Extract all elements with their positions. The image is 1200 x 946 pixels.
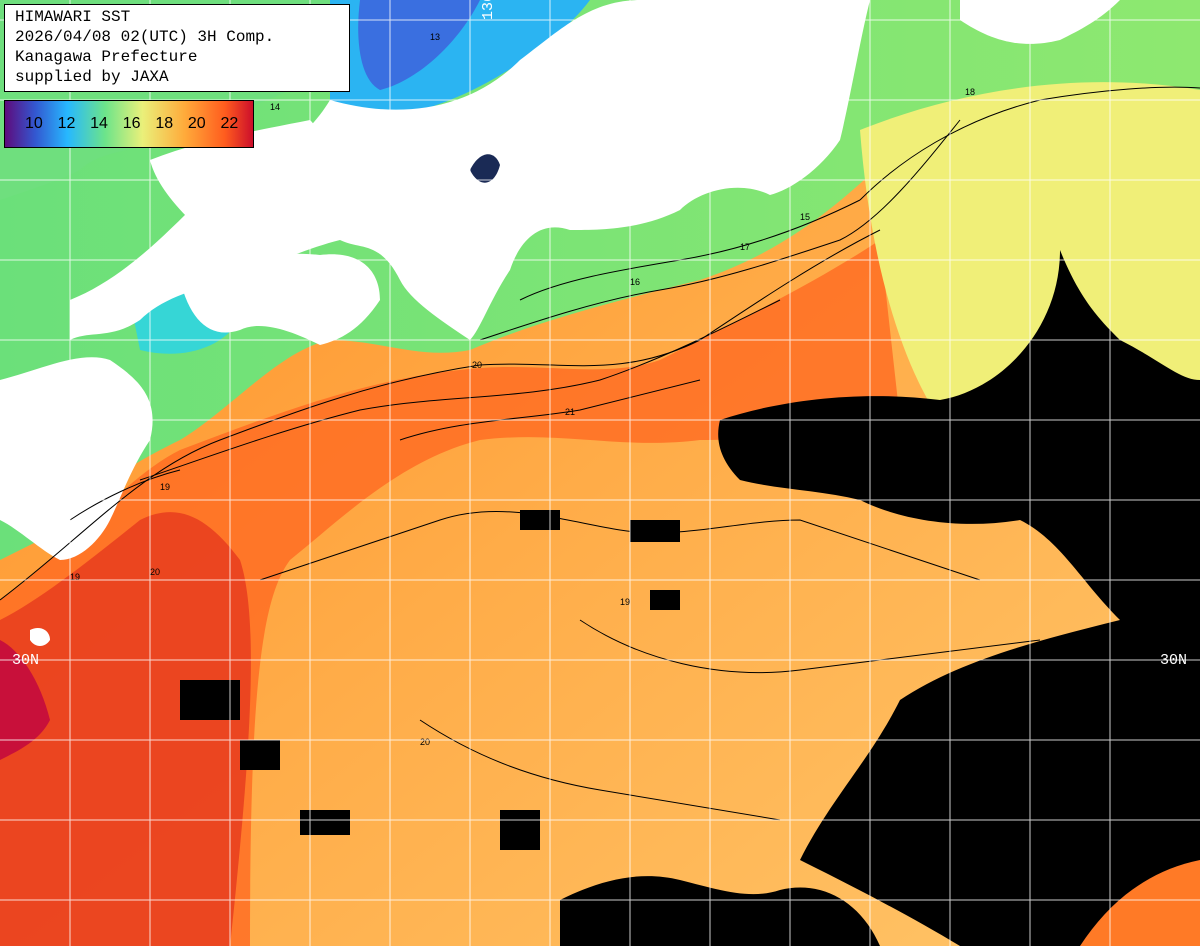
contour-label: 20 xyxy=(420,737,430,747)
legend-gradient xyxy=(5,101,253,147)
sst-contours xyxy=(0,86,1200,821)
island-small-1 xyxy=(30,628,50,646)
legend-label: 18 xyxy=(155,115,174,132)
hot-spot xyxy=(0,640,50,760)
contour-label: 17 xyxy=(740,242,750,252)
contour-label: 13 xyxy=(430,32,440,42)
contour-label: 20 xyxy=(150,567,160,577)
contour-label: 20 xyxy=(472,360,482,370)
prefecture-label: Kanagawa Prefecture xyxy=(15,48,198,66)
contour-labels: 19 20 21 18 17 16 15 14 13 20 19 20 19 xyxy=(70,32,975,747)
contour-label: 15 xyxy=(800,212,810,222)
land-kyushu xyxy=(0,357,153,560)
contour-label: 16 xyxy=(630,277,640,287)
legend-label: 16 xyxy=(122,115,141,132)
legend-label: 20 xyxy=(187,115,206,132)
legend-label: 22 xyxy=(220,115,239,132)
legend-label: 12 xyxy=(57,115,76,132)
contour-label: 18 xyxy=(965,87,975,97)
cloud-mask-east xyxy=(718,250,1200,946)
cloud-mask-south xyxy=(560,876,880,946)
island-small-2 xyxy=(470,154,500,183)
land-north-coast xyxy=(960,0,1120,44)
supplier-label: supplied by JAXA xyxy=(15,68,169,86)
deep-warm-core xyxy=(0,512,251,946)
legend-labels: 10 12 14 16 18 20 22 xyxy=(5,101,253,147)
land-chunk-top xyxy=(150,120,321,220)
contour-label: 21 xyxy=(565,407,575,417)
contour-label: 14 xyxy=(270,102,280,112)
legend-label: 10 xyxy=(25,115,43,132)
product-title: HIMAWARI SST xyxy=(15,8,131,26)
contour-label: 19 xyxy=(620,597,630,607)
legend-label: 14 xyxy=(90,115,108,132)
lat-label-right: 30N xyxy=(1160,652,1188,669)
contour-label: 19 xyxy=(160,482,170,492)
contour-label: 19 xyxy=(70,572,80,582)
lon-label-top: 136E xyxy=(480,0,497,20)
temperature-legend: 10 12 14 16 18 20 22 xyxy=(4,100,254,148)
timestamp: 2026/04/08 02(UTC) 3H Comp. xyxy=(15,28,275,46)
cold-deep-blue xyxy=(358,0,480,90)
lat-label-left: 30N xyxy=(12,652,40,669)
header-info-box: HIMAWARI SST 2026/04/08 02(UTC) 3H Comp.… xyxy=(4,4,350,92)
